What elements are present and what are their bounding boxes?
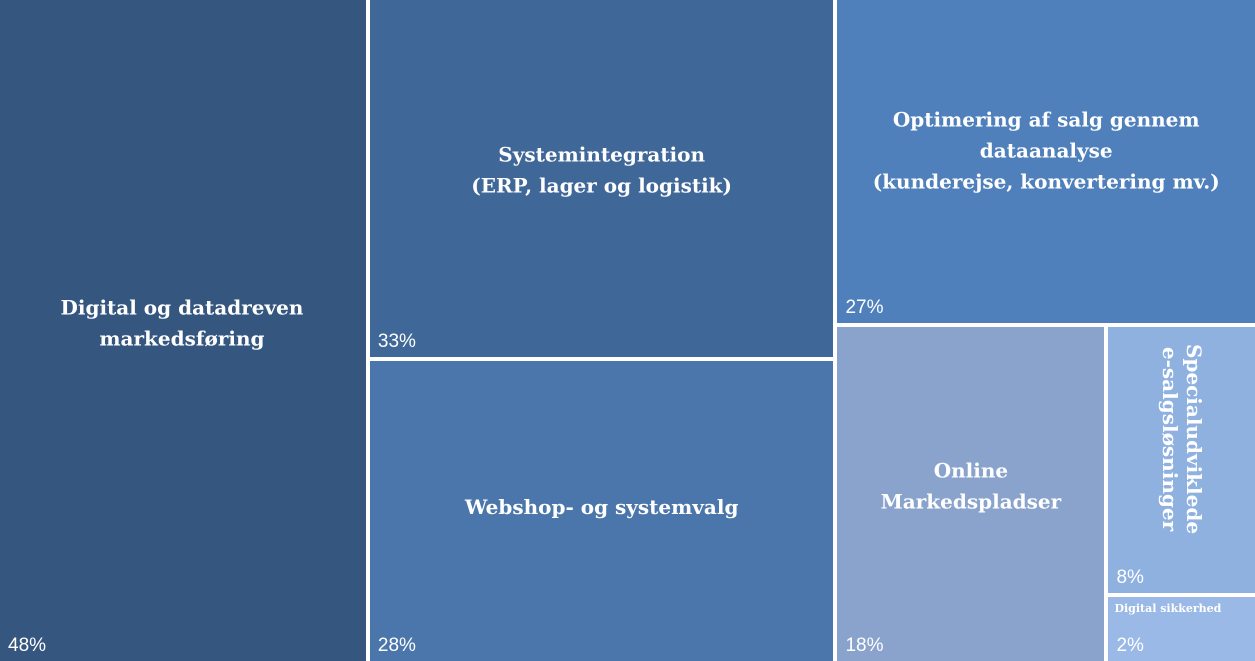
tile-label: Webshop- og systemvalg	[464, 494, 739, 519]
tile-label: Systemintegration (ERP, lager og logisti…	[471, 142, 732, 198]
value-label: 28%	[377, 634, 416, 656]
tile-label: Specialudviklede e-salgsløsninger	[1157, 344, 1206, 535]
treemap-tile: Systemintegration (ERP, lager og logisti…	[369, 0, 834, 357]
tile-label: Online Markedspladser	[880, 458, 1062, 514]
treemap-tile: Digital sikkerhed 2%	[1108, 597, 1255, 661]
treemap-tile: Webshop- og systemvalg 28%	[369, 360, 834, 661]
tile-label: Digital sikkerhed	[1114, 602, 1222, 616]
tile-label: Digital og datadreven markedsføring	[60, 295, 304, 351]
value-label: 2%	[1116, 634, 1144, 656]
value-label: 33%	[377, 330, 416, 352]
value-label: 8%	[1116, 567, 1144, 589]
value-label: 27%	[845, 297, 884, 319]
treemap-tile: Optimering af salg gennem dataanalyse (k…	[837, 0, 1255, 324]
treemap-tile: Online Markedspladser 18%	[837, 327, 1105, 661]
value-label: 18%	[845, 634, 884, 656]
tile-label: Optimering af salg gennem dataanalyse (k…	[872, 107, 1220, 194]
value-label: 48%	[8, 635, 47, 656]
treemap-tile: Specialudviklede e-salgsløsninger 8%	[1108, 327, 1255, 594]
treemap-tile: Digital og datadreven markedsføring 48%	[0, 0, 366, 661]
